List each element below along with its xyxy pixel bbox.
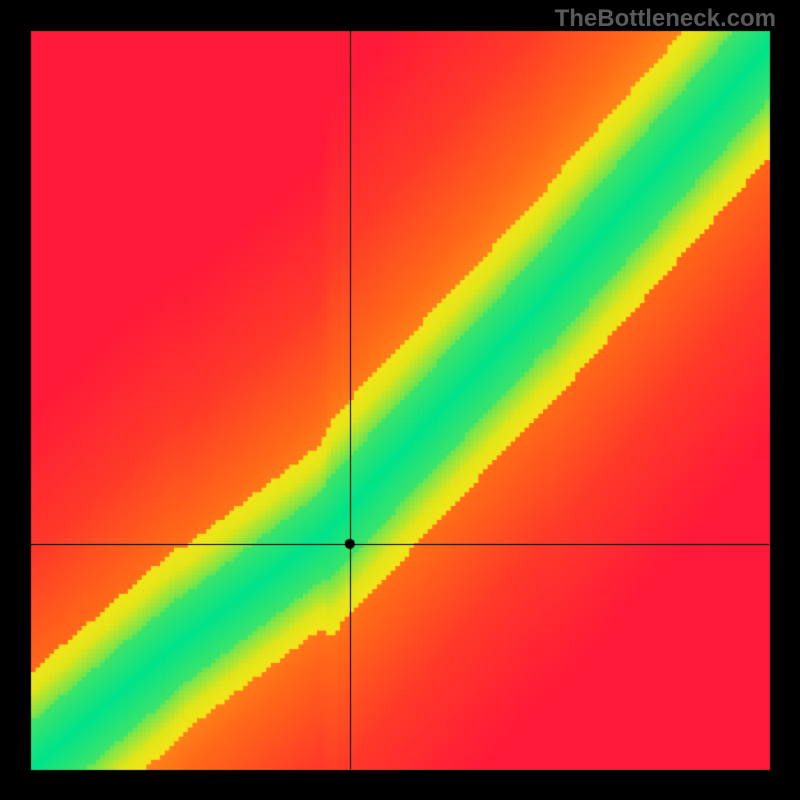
watermark-text: TheBottleneck.com — [555, 5, 776, 33]
bottleneck-heatmap — [0, 0, 800, 800]
